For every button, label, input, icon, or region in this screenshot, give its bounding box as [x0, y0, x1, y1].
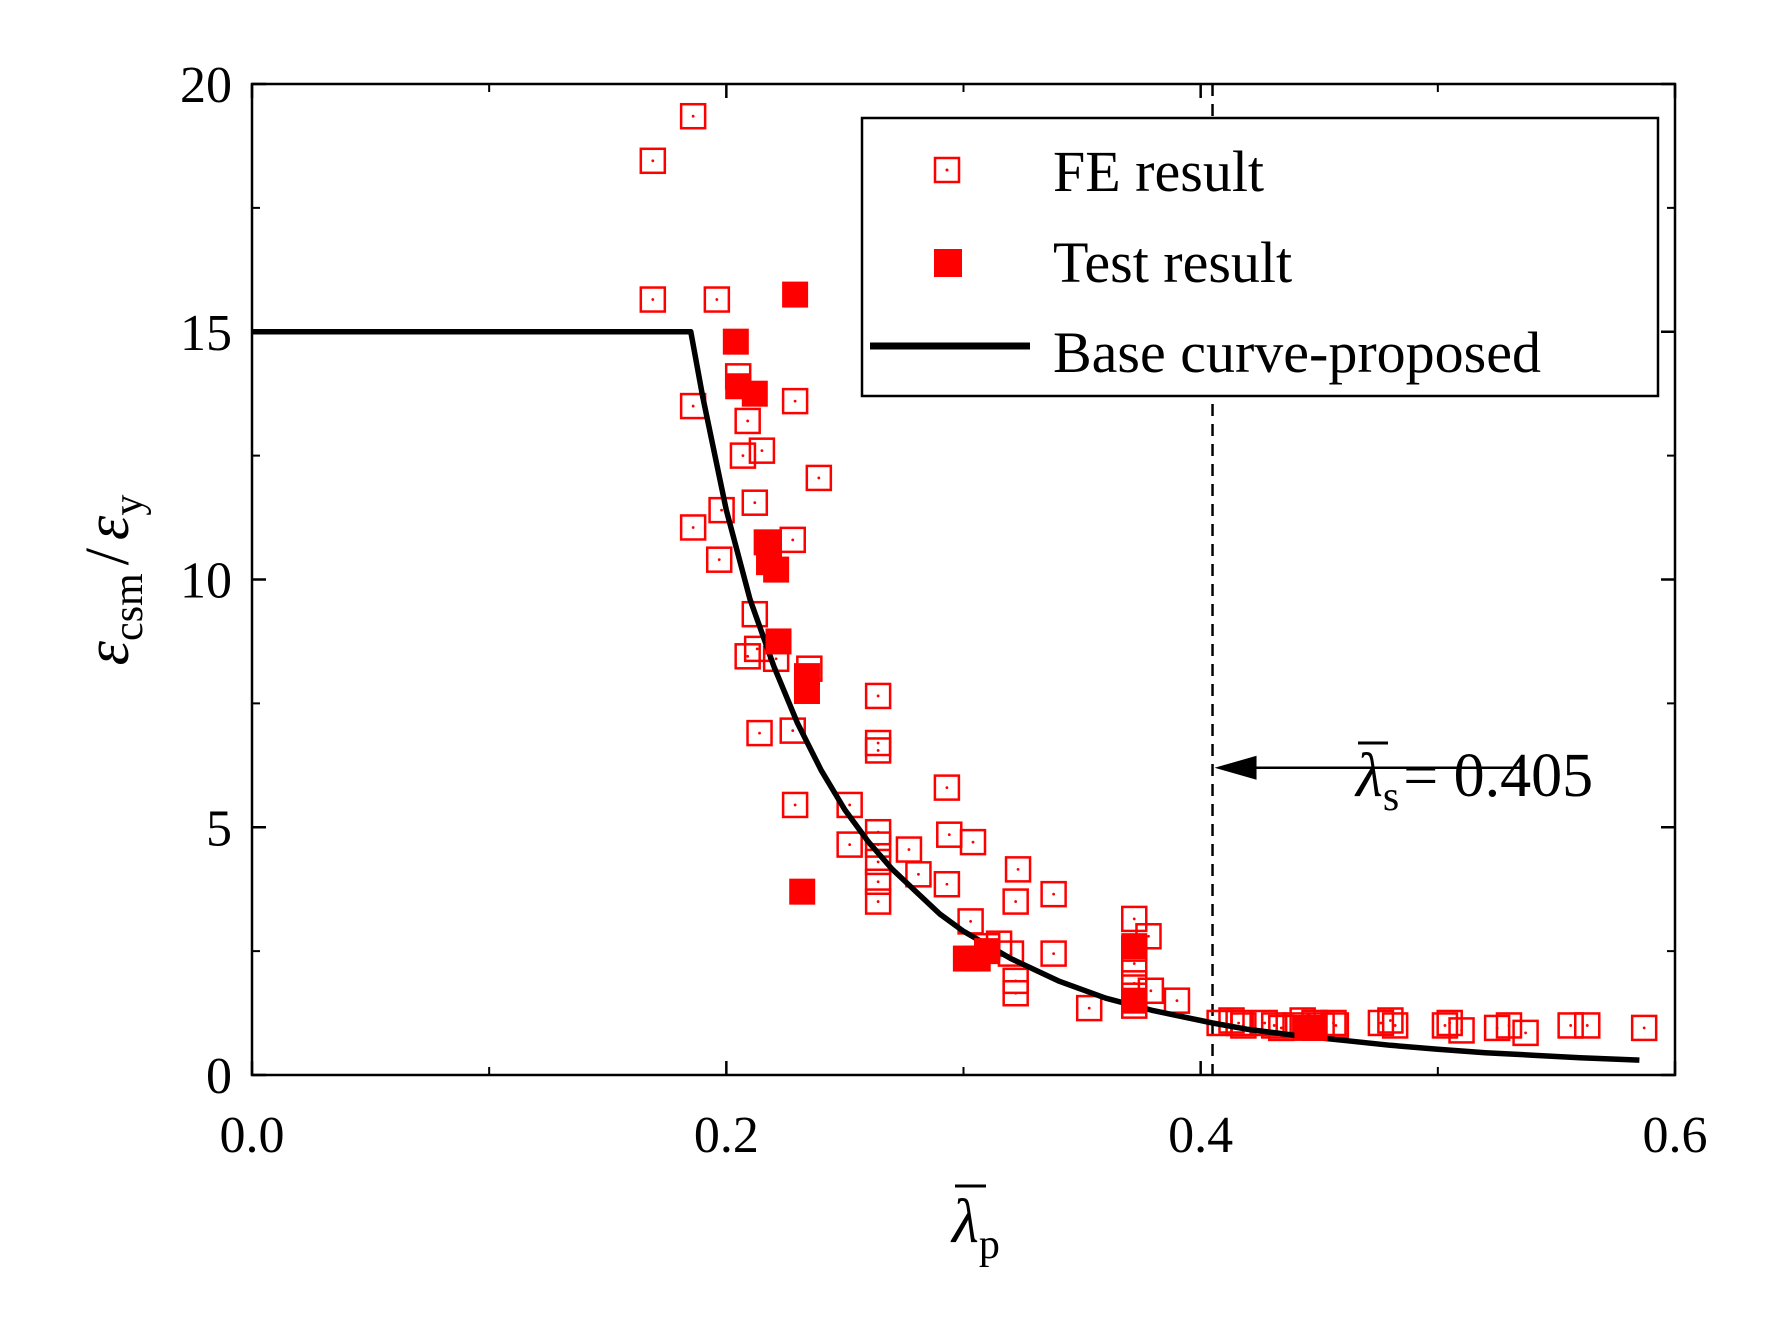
test-result-point	[1121, 987, 1148, 1014]
annotation-subscript: s	[1383, 774, 1399, 820]
tick-labels: 0.0 0.2 0.4 0.6 0 5 10 15 20	[180, 57, 1708, 1164]
test-result-point	[741, 380, 768, 407]
fe-result-point	[1260, 1012, 1288, 1039]
legend-marker-test	[934, 249, 962, 277]
fe-result-point	[1367, 1009, 1395, 1037]
reference-annotation: λs= 0.405	[1214, 741, 1593, 820]
fe-result-point	[1268, 1014, 1295, 1042]
test-result-point	[789, 878, 816, 905]
y-axis-title: εcsm/εy	[74, 495, 152, 666]
y-title-num-symbol: ε	[74, 640, 142, 665]
fe-result-point	[936, 821, 963, 848]
fe-result-point	[729, 442, 757, 469]
test-result-point	[782, 281, 809, 308]
x-tick-label: 0.0	[220, 1107, 285, 1164]
fe-result-point	[1495, 1012, 1523, 1039]
fe-result-point	[1431, 1012, 1459, 1039]
test-result-point	[793, 677, 820, 704]
annotation-arrow-head	[1214, 755, 1257, 780]
y-title-num-sub: csm	[106, 573, 152, 641]
test-result-point	[763, 556, 790, 583]
fe-result-point	[1002, 979, 1029, 1007]
y-tick-label: 15	[180, 305, 232, 362]
fe-result-point	[1512, 1019, 1539, 1047]
annotation-value: = 0.405	[1403, 742, 1593, 810]
fe-result-point	[1121, 905, 1148, 933]
fe-result-point	[734, 643, 761, 670]
fe-result-point	[679, 514, 707, 541]
fe-result-point	[639, 286, 667, 313]
fe-result-point	[864, 737, 892, 764]
y-title-den-symbol: ε	[74, 515, 142, 540]
fe-result-point	[933, 870, 961, 898]
fe-result-point	[748, 437, 776, 464]
fe-result-point	[1573, 1012, 1601, 1039]
fe-result-point	[781, 791, 809, 819]
fe-result-point	[1448, 1017, 1475, 1044]
fe-result-point	[746, 719, 773, 747]
base-curve-line	[252, 329, 1640, 1063]
fe-result-point	[1381, 1012, 1409, 1039]
x-axis-title: λp	[950, 1188, 1000, 1268]
svg-text:λs= 0.405: λs= 0.405	[1354, 742, 1593, 820]
fe-result-point	[864, 888, 892, 915]
fe-result-point	[734, 407, 761, 435]
fe-result-point	[864, 682, 892, 710]
fe-result-point	[1163, 987, 1191, 1014]
y-tick-label: 0	[206, 1048, 232, 1105]
fe-result-point	[864, 868, 892, 896]
x-title-symbol: λ	[950, 1188, 979, 1256]
x-tick-label: 0.6	[1643, 1107, 1708, 1164]
legend-label-test: Test result	[1053, 230, 1292, 295]
legend: FE result Test result Base curve-propose…	[860, 116, 1660, 398]
series-layer	[252, 102, 1658, 1063]
fe-result-point	[895, 836, 923, 863]
fe-result-point	[1630, 1014, 1658, 1042]
x-tick-label: 0.4	[1168, 1107, 1233, 1164]
legend-label-fe: FE result	[1053, 139, 1264, 204]
fe-result-point	[779, 526, 806, 554]
y-tick-label: 10	[180, 553, 232, 610]
fe-result-point	[703, 286, 731, 313]
y-title-divider: /	[74, 547, 142, 565]
fe-result-point	[781, 387, 809, 415]
x-tick-label: 0.2	[694, 1107, 759, 1164]
legend-box	[860, 116, 1660, 398]
legend-marker-fe	[933, 156, 961, 184]
fe-result-point	[639, 147, 667, 175]
annotation-symbol: λ	[1354, 742, 1383, 810]
fe-result-point	[1251, 1009, 1278, 1037]
test-result-point	[1121, 933, 1148, 960]
fe-result-point	[1040, 940, 1067, 967]
fe-result-point	[1557, 1012, 1584, 1039]
legend-label-curve: Base curve-proposed	[1053, 320, 1541, 385]
fe-result-point	[1004, 856, 1032, 883]
fe-result-point	[1002, 888, 1029, 915]
fe-result-point	[933, 774, 961, 801]
fe-result-point	[705, 546, 733, 573]
fe-result-point	[905, 861, 932, 888]
fe-result-point	[741, 489, 769, 516]
test-result-point	[765, 628, 792, 655]
test-result-point	[722, 328, 749, 355]
y-tick-label: 20	[180, 57, 232, 114]
test-result-point	[1301, 1014, 1328, 1041]
fe-result-point	[836, 831, 863, 858]
fe-result-point	[959, 828, 987, 856]
x-title-sub: p	[979, 1222, 1000, 1268]
test-result-point	[974, 938, 1001, 965]
fe-result-point	[1377, 1007, 1404, 1034]
y-tick-label: 5	[206, 800, 232, 857]
fe-result-point	[679, 102, 707, 130]
y-title-den-sub: y	[106, 495, 152, 516]
fe-result-point	[805, 464, 833, 492]
fe-result-point	[1075, 994, 1103, 1022]
fe-result-point	[1040, 880, 1067, 908]
